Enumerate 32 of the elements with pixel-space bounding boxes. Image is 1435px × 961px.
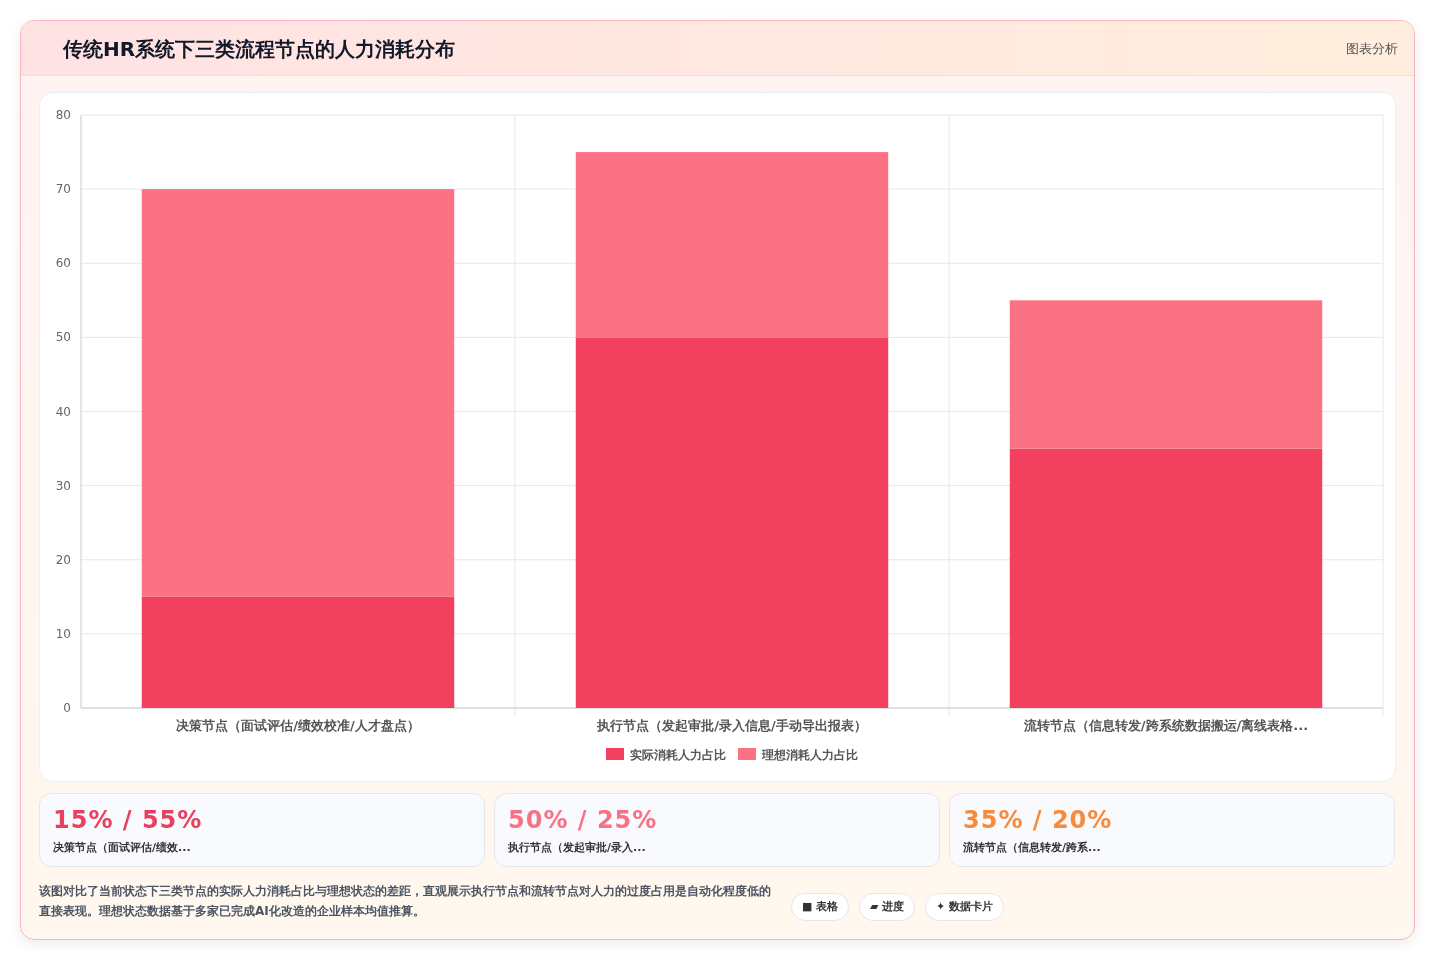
bar — [141, 189, 455, 597]
text: ■ 表格 — [791, 893, 850, 921]
y-tick-label: 50 — [55, 330, 71, 345]
text: 执行节点（发起审批/录入... — [508, 840, 646, 855]
y-tick-label: 70 — [55, 182, 71, 197]
text: 15% / 55% — [53, 806, 203, 834]
chart-title: 传统HR系统下三类流程节点的人力消耗分布 — [63, 36, 456, 63]
text: ✦ 数据卡片 — [925, 893, 1005, 921]
bar — [1009, 448, 1323, 708]
x-tick-label: 执行节点（发起审批/录入信息/手动导出报表） — [596, 718, 867, 733]
bar — [141, 596, 455, 708]
text: 该图对比了当前状态下三类节点的实际人力消耗占比与理想状态的差距，直观展示执行节点和流转节点对人力的过度占用是自动化程度低的直接表现。理想状态数据基于多家已完成AI化改造的企业样本均值推算。 — [39, 883, 772, 920]
y-tick-label: 10 — [55, 626, 71, 641]
chart-subtitle: 图表分析 — [1346, 40, 1398, 58]
bar — [575, 152, 889, 338]
x-tick-label: 决策节点（面试评估/绩效校准/人才盘点） — [176, 718, 420, 733]
legend-label: 理想消耗人力占比 — [761, 748, 858, 762]
text: 流转节点（信息转发/跨系... — [963, 840, 1101, 855]
y-tick-label: 40 — [55, 404, 71, 419]
y-tick-label: 60 — [55, 256, 71, 271]
bar — [575, 337, 889, 708]
y-tick-label: 20 — [55, 552, 71, 567]
x-tick-label: 流转节点（信息转发/跨系统数据搬运/离线表格... — [1022, 718, 1309, 733]
legend-label: 实际消耗人力占比 — [630, 748, 726, 762]
text: ▰ 进度 — [859, 893, 916, 921]
text: 50% / 25% — [508, 806, 658, 834]
y-tick-label: 30 — [55, 478, 71, 493]
y-tick-label: 0 — [63, 701, 71, 715]
bar — [1009, 300, 1323, 449]
text: 决策节点（面试评估/绩效... — [53, 840, 191, 855]
text: 35% / 20% — [963, 806, 1113, 834]
y-tick-label: 80 — [55, 108, 71, 122]
